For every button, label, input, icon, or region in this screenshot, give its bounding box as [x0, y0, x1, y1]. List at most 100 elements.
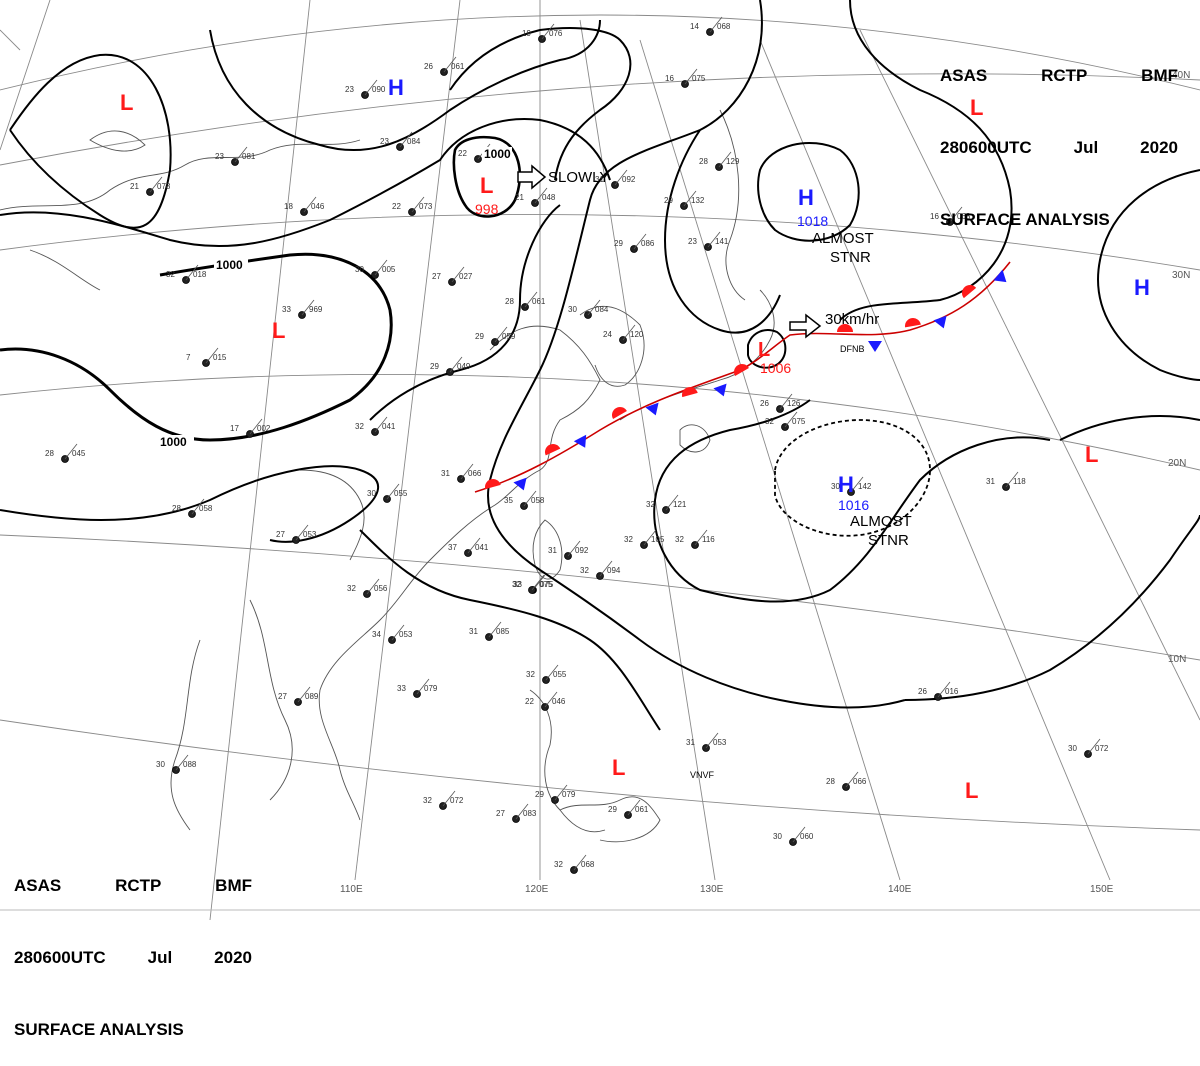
station-plot: 32 072: [423, 790, 464, 810]
chart-header-top-right: ASAS RCTP BMF 280600UTC Jul 2020 SURFACE…: [940, 16, 1178, 256]
wind-barb: [845, 771, 859, 788]
station-plot: 30 005: [355, 259, 396, 279]
low-center-west: L: [272, 318, 285, 343]
wind-barb: [524, 291, 538, 308]
coastline-west-1: [29, 249, 101, 291]
station-pressure: 059: [502, 332, 516, 341]
wind-barb: [850, 476, 864, 493]
station-temperature: 30: [1068, 744, 1077, 753]
station-plot: 27 083: [496, 803, 537, 823]
wind-barb: [587, 299, 601, 316]
header-line-2: 280600UTC Jul 2020: [940, 136, 1178, 160]
station-temperature: 32: [765, 417, 774, 426]
coastline-north: [0, 139, 361, 211]
station-plot: 23 141: [688, 231, 729, 251]
low-center-philippines: L: [612, 755, 625, 780]
station-plot: 31 053: [686, 732, 727, 752]
wind-barb: [149, 176, 163, 193]
chart-header-bottom-left: ASAS RCTP BMF 280600UTC Jul 2020 SURFACE…: [14, 826, 252, 1066]
station-pressure: 072: [1095, 744, 1109, 753]
station-temperature: 30: [568, 305, 577, 314]
isobar-low-998: [452, 135, 522, 218]
station-temperature: 28: [45, 449, 54, 458]
station-temperature: 16: [930, 212, 939, 221]
station-temperature: 18: [284, 202, 293, 211]
station-pressure: 969: [309, 305, 323, 314]
station-plot: 22 073: [392, 196, 433, 216]
station-pressure: 066: [853, 777, 867, 786]
station-pressure: 045: [72, 449, 86, 458]
station-pressure: 068: [957, 212, 971, 221]
station-pressure: 027: [459, 272, 473, 281]
wind-barb: [627, 799, 641, 816]
station-plot: 32 068: [554, 854, 595, 874]
station-pressure: 073: [419, 202, 433, 211]
station-plot: 32 056: [347, 578, 388, 598]
station-pressure: 060: [800, 832, 814, 841]
wind-barb: [567, 540, 581, 557]
wind-barb: [554, 784, 568, 801]
station-temperature: 33: [513, 580, 522, 589]
isobar-1000-main: [0, 252, 393, 442]
isobar-south-east: [653, 399, 1051, 603]
station-pressure: 041: [475, 543, 489, 552]
annotation-almost-south: ALMOST: [850, 513, 912, 530]
isobar-north-mid: [449, 27, 632, 181]
wind-barb: [684, 68, 698, 85]
annotation-stnr-south: STNR: [868, 532, 909, 549]
latitude-line-40: [0, 73, 1200, 166]
station-temperature: 23: [215, 152, 224, 161]
wind-barb: [937, 681, 951, 698]
coastline-mainland-east: [318, 325, 601, 821]
station-pressure: 079: [424, 684, 438, 693]
wind-barb: [386, 483, 400, 500]
station-temperature: 26: [760, 399, 769, 408]
wind-barb: [665, 494, 679, 511]
station-plot: 29 061: [608, 799, 649, 819]
station-temperature: 7: [186, 353, 191, 362]
isobar-south-west: [0, 465, 380, 543]
station-pressure: 092: [575, 546, 589, 555]
station-pressure: 086: [641, 239, 655, 248]
front-warm-semicircle: [612, 407, 627, 419]
station-plot: 23 084: [380, 131, 421, 151]
station-pressure: 061: [635, 805, 649, 814]
station-plot: 30 088: [156, 754, 197, 774]
station-temperature: 32: [512, 580, 521, 589]
wind-barb: [532, 574, 546, 591]
station-plot: 30 060: [773, 826, 814, 846]
isobar-nw-low: [9, 53, 172, 229]
station-temperature: 28: [172, 504, 181, 513]
station-temperature: 17: [230, 424, 239, 433]
isobars: [0, 0, 1200, 731]
front-warm-semicircle: [545, 444, 561, 456]
station-pressure: 084: [407, 137, 421, 146]
station-pressure: 046: [552, 697, 566, 706]
isobar-labels: 1000 1000 1000: [158, 147, 512, 449]
station-temperature: 19: [522, 29, 531, 38]
pressure-1016: 1016: [838, 497, 869, 513]
station-pressure: 088: [183, 760, 197, 769]
station-pressure: 094: [607, 566, 621, 575]
station-pressure: 055: [553, 670, 567, 679]
station-pressure: 016: [945, 687, 959, 696]
wind-barb: [249, 418, 263, 435]
wind-barb: [705, 732, 719, 749]
header-line-1: ASAS RCTP BMF: [940, 64, 1178, 88]
station-temperature: 31: [548, 546, 557, 555]
wind-barb: [784, 411, 798, 428]
isobar-north-ridge: [209, 19, 601, 152]
station-pressure: 053: [399, 630, 413, 639]
station-temperature: 22: [458, 149, 467, 158]
station-pressure: 141: [715, 237, 729, 246]
station-temperature: 26: [918, 687, 927, 696]
station-plot: 30 142: [831, 476, 872, 496]
station-plot: 28 129: [699, 151, 740, 171]
station-temperature: 16: [665, 74, 674, 83]
longitude-line-150: [759, 39, 1111, 881]
arrow-slowly: [517, 164, 547, 190]
station-plot: 32 105: [624, 529, 665, 549]
front-cold-triangle: [573, 434, 587, 448]
station-pressure: 118: [1013, 477, 1026, 486]
station-pressure: 068: [717, 22, 731, 31]
